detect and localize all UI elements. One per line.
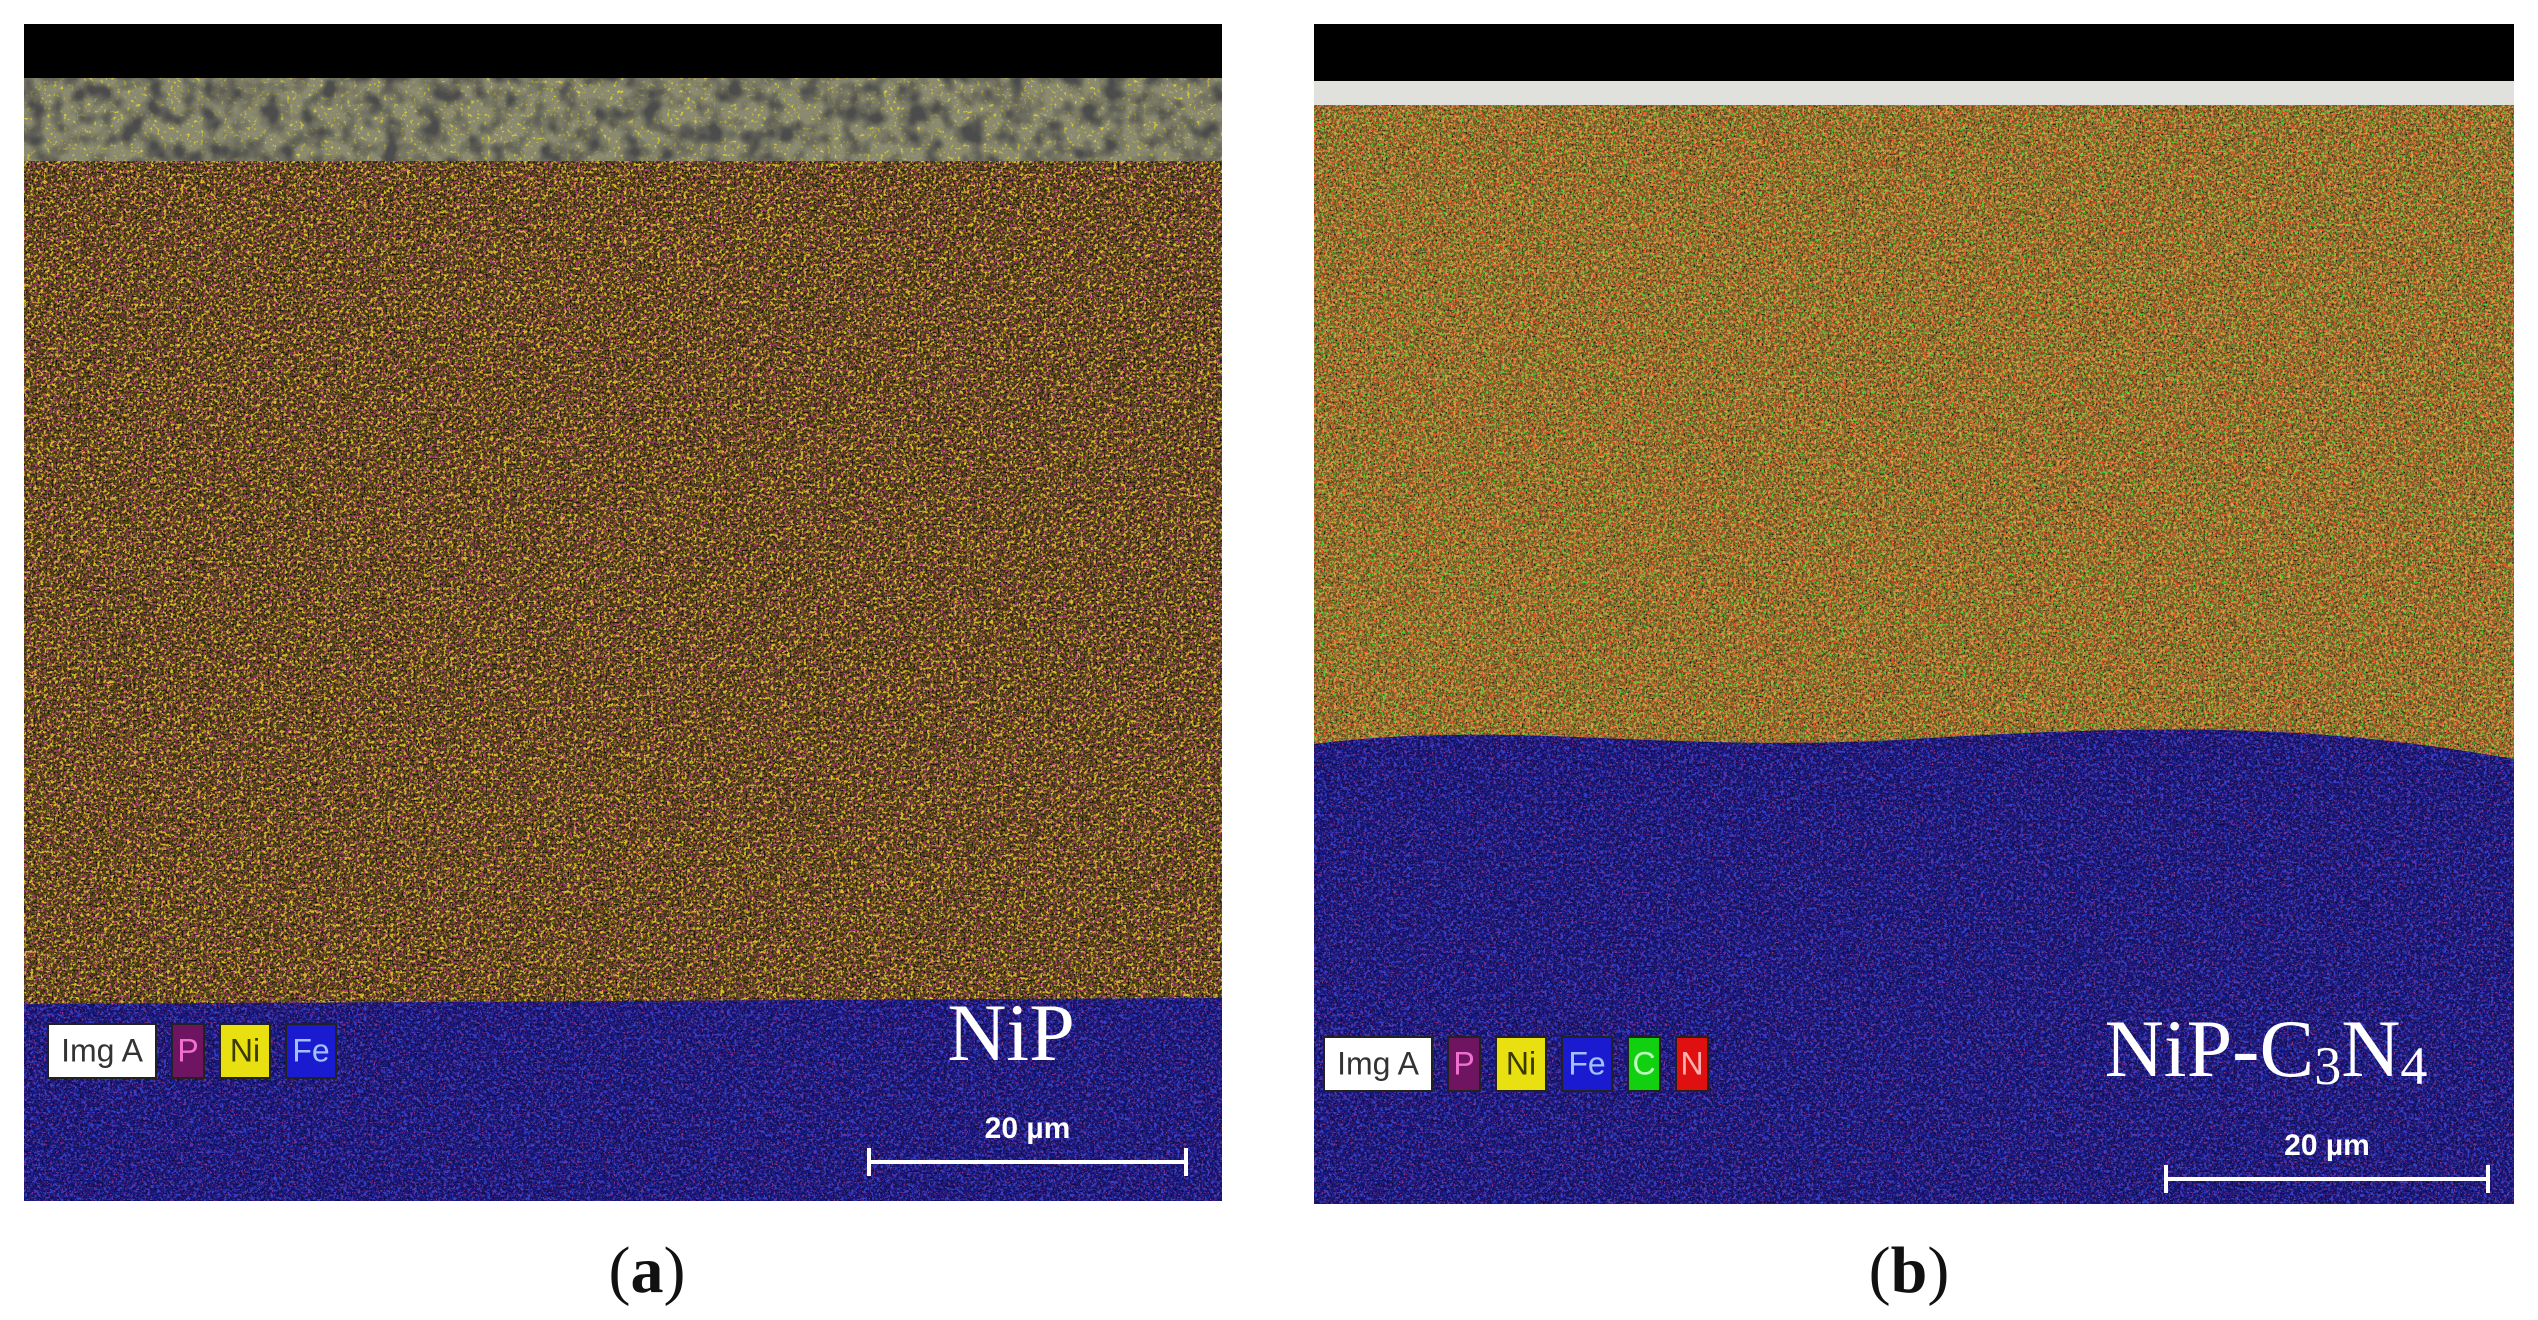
legend-swatch <box>219 1023 271 1079</box>
legend-swatch <box>171 1023 205 1079</box>
caption-close: ) <box>664 1234 686 1307</box>
caption-open: ( <box>1869 1234 1891 1307</box>
legend-label: P <box>177 1032 198 1068</box>
legend-swatch <box>285 1023 337 1079</box>
sample-label: NiP-C3N4 <box>2105 1003 2428 1096</box>
sample-label-part: NiP <box>947 987 1075 1078</box>
sample-label-part: 3 <box>2314 1036 2341 1096</box>
legend-label: Fe <box>1568 1045 1605 1081</box>
panel-caption: (b) <box>1869 1234 1950 1307</box>
caption-letter: b <box>1891 1234 1928 1307</box>
panel: Img A P Ni Fe NiP 20 µm <box>24 24 1222 1201</box>
caption-open: ( <box>609 1234 631 1307</box>
sample-label: NiP <box>947 987 1075 1078</box>
sample-label-part: N <box>2341 1003 2400 1094</box>
top-black <box>24 24 1222 78</box>
texture-speckle <box>1314 729 2514 1204</box>
legend-label: C <box>1632 1045 1655 1081</box>
legend-label: P <box>1453 1045 1474 1081</box>
panel-caption: (a) <box>609 1234 686 1307</box>
top-black <box>1314 24 2514 81</box>
texture-speckle <box>24 78 1222 161</box>
legend-label: Img A <box>1337 1045 1419 1081</box>
caption-close: ) <box>1927 1234 1949 1307</box>
eds-map <box>24 24 1222 1201</box>
legend-swatch <box>1495 1036 1547 1092</box>
legend-swatch <box>1447 1036 1481 1092</box>
legend-label: Ni <box>1506 1045 1536 1081</box>
legend-swatch <box>1323 1036 1433 1092</box>
legend-label: Ni <box>230 1032 260 1068</box>
surface-band <box>24 78 1222 161</box>
scale-bar-label: 20 µm <box>2284 1129 2370 1162</box>
legend-swatch <box>1627 1036 1661 1092</box>
caption-letter: a <box>631 1234 664 1307</box>
eds-map <box>1314 24 2514 1204</box>
texture-base <box>1314 81 2514 105</box>
sample-label-part: 4 <box>2400 1036 2427 1096</box>
legend-swatch <box>1675 1036 1709 1092</box>
substrate <box>1314 729 2514 1204</box>
legend-label: N <box>1680 1045 1703 1081</box>
legend-label: Img A <box>61 1032 143 1068</box>
scale-bar-label: 20 µm <box>985 1112 1071 1145</box>
legend-label: Fe <box>292 1032 329 1068</box>
sample-label-part: NiP-C <box>2105 1003 2315 1094</box>
legend-swatch <box>1561 1036 1613 1092</box>
surface-band <box>1314 81 2514 105</box>
legend-swatch <box>47 1023 157 1079</box>
